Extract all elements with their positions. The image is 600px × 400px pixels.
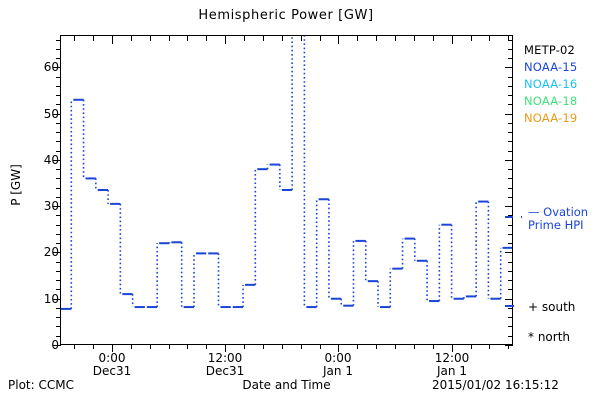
y-axis-label: P [GW] [9,164,23,206]
x-axis-label: Date and Time [242,378,331,392]
y-tick-label: 50 [43,107,59,121]
ovation-legend-line1: — Ovation [528,205,589,219]
legend-item-noaa-15: NOAA-15 [524,60,578,74]
y-tick-label: 40 [43,153,59,167]
ovation-legend-dash-gap-icon [513,216,521,218]
legend-item-noaa-18: NOAA-18 [524,94,578,108]
south-legend-label: + south [528,300,576,314]
south-marker-icon [505,305,514,307]
y-tick-label: 0 [51,338,59,352]
legend-item-metp-02: METP-02 [524,43,576,57]
plot-credit: Plot: CCMC [8,378,74,392]
x-tick-label: 12:00 Dec31 [205,351,245,378]
legend-item-noaa-16: NOAA-16 [524,77,578,91]
x-tick-label: 0:00 Dec31 [92,351,132,378]
x-tick-label: 12:00 Jan 1 [434,351,470,378]
legend-item-noaa-19: NOAA-19 [524,111,578,125]
north-legend-label: * north [528,330,571,344]
satellite-legend: METP-02 NOAA-15 NOAA-16 NOAA-18 NOAA-19 [524,42,577,127]
plot-timestamp: 2015/01/02 16:15:12 [432,378,559,392]
data-series-svg [61,36,512,310]
plot-data-area [61,36,512,344]
ovation-legend-line2: Prime HPI [528,218,584,232]
y-tick-label: 10 [43,292,59,306]
y-tick-label: 20 [43,245,59,259]
x-tick-label: 0:00 Jan 1 [323,351,353,378]
y-tick-label: 30 [43,199,59,213]
page-title: Hemispheric Power [GW] [198,8,374,23]
ovation-legend: — Ovation Prime HPI [528,206,588,232]
y-tick-label: 60 [43,60,59,74]
